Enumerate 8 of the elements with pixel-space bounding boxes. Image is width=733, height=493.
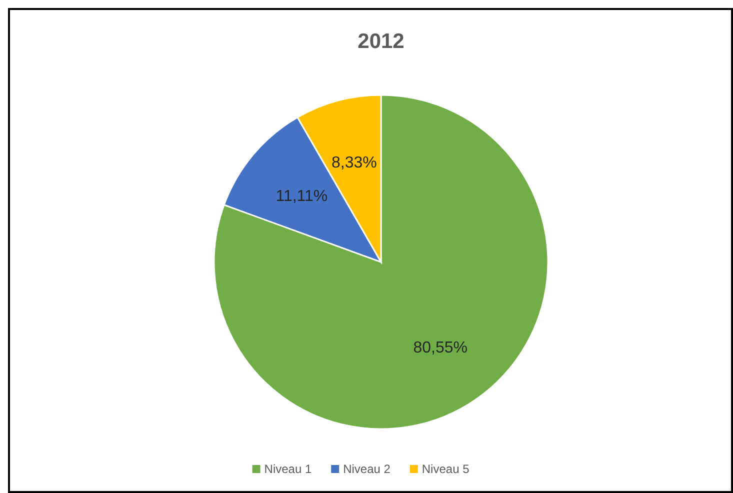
legend-label: Niveau 1 bbox=[264, 462, 312, 476]
data-label: 8,33% bbox=[332, 154, 377, 172]
chart-title: 2012 bbox=[358, 30, 404, 53]
legend-label: Niveau 2 bbox=[343, 462, 391, 476]
pie-slice bbox=[213, 94, 549, 430]
data-label: 11,11% bbox=[276, 188, 328, 206]
data-label: 80,55% bbox=[413, 339, 468, 356]
legend-label: Niveau 5 bbox=[422, 462, 470, 476]
